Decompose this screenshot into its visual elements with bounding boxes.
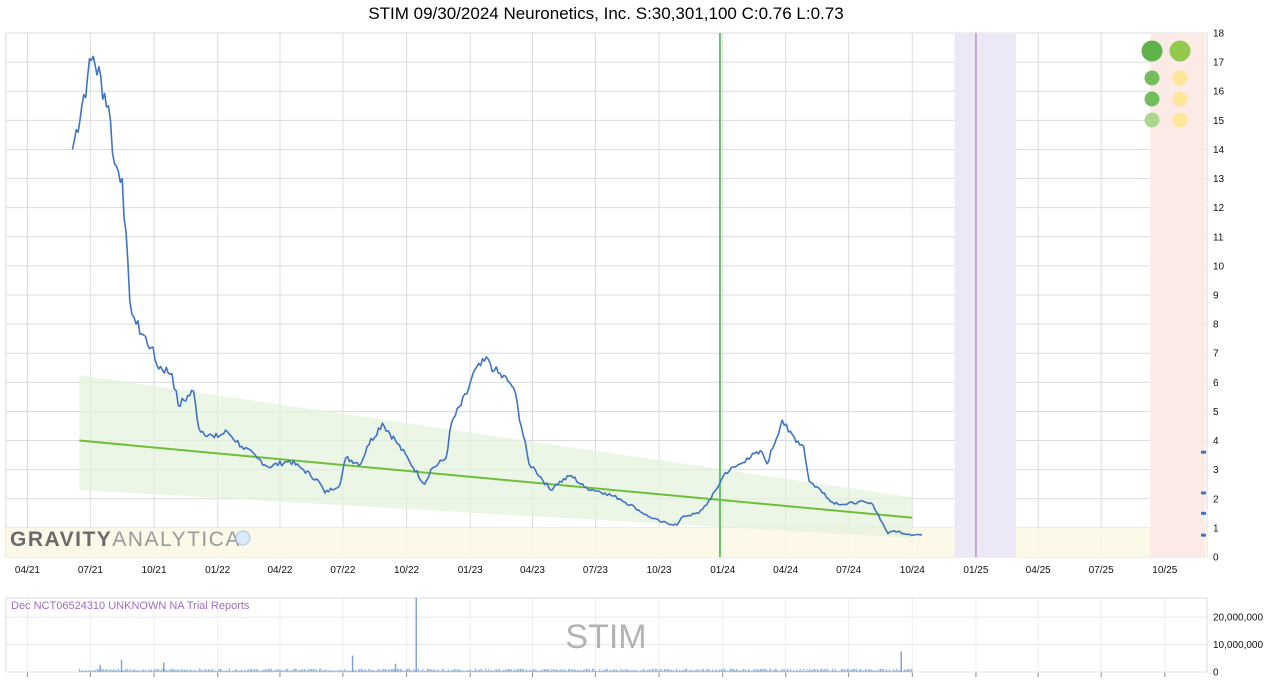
x-tick-label: 07/25 (1089, 565, 1114, 576)
signal-dot-green (1144, 91, 1160, 107)
y-tick-label: 13 (1213, 174, 1225, 185)
volume-y-tick-label: 20,000,000 (1213, 613, 1263, 624)
volume-event-text: Dec NCT06524310 UNKNOWN NA Trial Reports (11, 600, 250, 612)
y-tick-label: 5 (1213, 407, 1219, 418)
y-tick-label: 6 (1213, 378, 1219, 389)
x-tick-label: 01/24 (710, 565, 735, 576)
x-tick-label: 04/22 (267, 565, 292, 576)
signal-dot-large-green (1141, 40, 1163, 62)
trend-channel (79, 375, 913, 539)
signal-dot-large-lime (1169, 40, 1191, 62)
volume-baseline (78, 668, 913, 672)
x-tick-label: 10/22 (394, 565, 419, 576)
y-tick-label: 14 (1213, 145, 1225, 156)
y-tick-label: 4 (1213, 436, 1219, 447)
x-tick-label: 04/25 (1026, 565, 1051, 576)
volume-y-tick-label: 0 (1213, 668, 1219, 679)
signals-layer (1141, 40, 1191, 128)
orange-window (1150, 33, 1205, 557)
signal-dot-yellow (1172, 70, 1188, 86)
y-tick-label: 3 (1213, 465, 1219, 476)
x-tick-label: 07/24 (836, 565, 861, 576)
volume-y-tick-label: 10,000,000 (1213, 640, 1263, 651)
brand-light: ANALYTICA (112, 528, 241, 551)
x-tick-label: 04/23 (520, 565, 545, 576)
y-tick-label: 8 (1213, 320, 1219, 331)
y-tick-label: 9 (1213, 291, 1219, 302)
brand-watermark: GRAVITYANALYTICA (10, 528, 241, 551)
brand-layer: GRAVITYANALYTICA (10, 528, 251, 551)
y-tick-label: 10 (1213, 261, 1225, 272)
y-tick-label: 12 (1213, 203, 1225, 214)
x-tick-label: 10/24 (900, 565, 925, 576)
signal-dot-light-green (1144, 112, 1160, 128)
right-axis-marker (1201, 491, 1206, 495)
brand-logo-icon (235, 530, 251, 546)
x-tick-label: 10/21 (142, 565, 167, 576)
y-tick-label: 2 (1213, 494, 1219, 505)
x-tick-label: 10/25 (1152, 565, 1177, 576)
signal-dot-green (1144, 70, 1160, 86)
right-axis-marker (1201, 450, 1206, 454)
right-axis-marker (1201, 511, 1206, 515)
y-tick-label: 11 (1213, 232, 1224, 243)
x-tick-label: 07/23 (583, 565, 608, 576)
y-tick-label: 7 (1213, 349, 1219, 360)
x-tick-label: 04/24 (773, 565, 798, 576)
y-tick-label: 15 (1213, 116, 1225, 127)
x-tick-label: 07/21 (78, 565, 103, 576)
purple-window (954, 33, 1017, 557)
x-tick-label: 01/22 (205, 565, 230, 576)
brand-bold: GRAVITY (10, 528, 112, 551)
x-tick-label: 07/22 (330, 565, 355, 576)
y-tick-label: 0 (1213, 553, 1219, 564)
chart-title: STIM 09/30/2024 Neuronetics, Inc. S:30,3… (368, 4, 844, 23)
y-tick-label: 17 (1213, 58, 1225, 69)
x-tick-label: 04/21 (15, 565, 40, 576)
x-tick-label: 01/23 (458, 565, 483, 576)
x-tick-label: 01/25 (963, 565, 988, 576)
x-tick-label: 10/23 (647, 565, 672, 576)
signal-dot-yellow (1172, 112, 1188, 128)
volume-ticker-watermark: STIM (565, 618, 646, 656)
y-tick-label: 16 (1213, 87, 1225, 98)
right-axis-marker (1201, 533, 1206, 537)
y-tick-label: 1 (1213, 523, 1219, 534)
price-line (71, 55, 923, 537)
trend-line (79, 439, 913, 519)
series-layer (71, 33, 923, 557)
y-tick-label: 18 (1213, 29, 1225, 40)
axis-layer: 04/21 07/21 10/21 01/22 04/22 07/22 10/22 01/23… (15, 29, 1225, 677)
signal-dot-yellow (1172, 91, 1188, 107)
volume-layer: 0 10,000,000 20,000,000 Dec NCT06524310 UNK… (5, 597, 1263, 679)
